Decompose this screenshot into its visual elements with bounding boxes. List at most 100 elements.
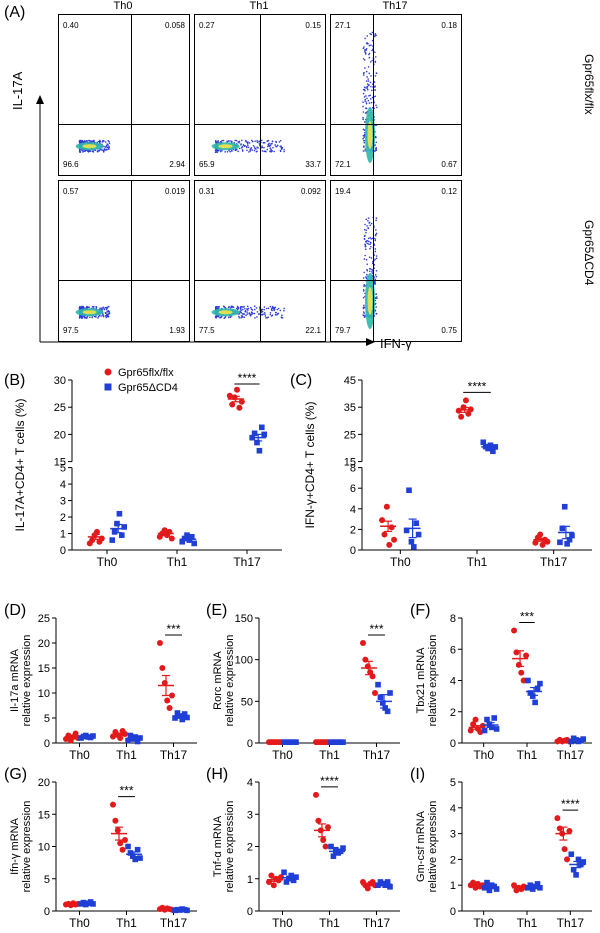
y-tick-label: 0 (450, 738, 456, 750)
y-axis-label: IFN-γ+CD4+ T cells (%) (303, 402, 317, 529)
x-tick-label: Th1 (319, 916, 340, 930)
y-tick-label: 15 (38, 663, 50, 675)
y-tick-label: 1 (247, 874, 253, 886)
significance-label: **** (238, 371, 257, 385)
data-point-wt (381, 532, 387, 538)
y-tick-label: 20 (38, 777, 50, 789)
y-tick-label: 3 (247, 809, 253, 821)
x-tick-label: Th1 (467, 555, 488, 569)
data-point-ko (411, 544, 417, 550)
data-point-ko (252, 431, 258, 437)
y-axis-label: Il-17a mRNA (9, 648, 21, 712)
data-point-ko (482, 885, 488, 891)
data-point-ko (109, 537, 115, 543)
x-tick-label: Th17 (557, 916, 585, 930)
data-point-wt (229, 401, 235, 407)
data-point-ko (409, 539, 415, 545)
y-tick-label: 4 (450, 803, 456, 815)
y-tick-label: 45 (344, 375, 356, 387)
chart-h: 01234Th0 Th1 Th17Tnf-α mRNA relative expres… (203, 764, 408, 933)
y-tick-label: 2 (450, 707, 456, 719)
data-point-wt (379, 517, 385, 523)
chart-i: 012345Th0 Th1 Th17Gm-csf mRNA relative expr… (406, 764, 600, 933)
data-point-wt (236, 405, 242, 411)
significance-label: *** (520, 610, 534, 624)
data-point-wt (115, 827, 121, 833)
legend-label-wt: Gpr65flx/flx (118, 367, 174, 379)
y-tick-label: 25 (344, 429, 356, 441)
y-tick-label: 150 (235, 613, 253, 625)
data-point-wt (557, 825, 563, 831)
x-tick-label: Th1 (167, 555, 188, 569)
y-tick-label: 4 (60, 479, 66, 491)
data-point-ko (331, 853, 337, 859)
data-point-wt (315, 818, 321, 824)
data-point-wt (167, 705, 173, 711)
y-tick-label: 35 (344, 402, 356, 414)
data-point-ko (494, 726, 500, 732)
y-axis-label: relative expression (224, 635, 236, 727)
data-point-ko (184, 532, 190, 538)
significance-label: **** (320, 774, 339, 788)
y-tick-label: 0 (44, 738, 50, 750)
data-point-ko (261, 432, 267, 438)
x-arrowhead (366, 338, 375, 346)
data-point-ko (137, 855, 143, 861)
data-point-wt (391, 537, 397, 543)
data-point-ko (525, 678, 531, 684)
significance-label: *** (369, 622, 383, 636)
data-point-ko (537, 681, 543, 687)
y-axis-label: relative expression (427, 801, 439, 893)
significance-label: *** (166, 622, 180, 636)
chart-b: 15202530012345Th0 Th1 Th17IL-17A+CD4+ T ce… (0, 362, 290, 572)
data-point-ko (191, 541, 197, 547)
data-point-ko (491, 715, 497, 721)
x-tick-label: Th17 (160, 748, 188, 762)
y-tick-label: 10 (38, 842, 50, 854)
data-point-wt (120, 847, 126, 853)
y-tick-label: 0 (60, 545, 66, 557)
y-tick-label: 10 (38, 688, 50, 700)
chart-c: 1525354502468Th0 Th1 Th17IFN-γ+CD4+ T cell… (290, 362, 600, 572)
data-point-ko (569, 533, 575, 539)
data-point-wt (159, 665, 165, 671)
y-axis-label: Tnf-α mRNA (212, 815, 224, 877)
data-point-ko (184, 715, 190, 721)
data-point-ko (125, 844, 131, 850)
data-point-wt (537, 532, 543, 538)
x-tick-label: Th17 (160, 916, 188, 930)
data-point-ko (568, 851, 574, 857)
y-tick-label: 4 (450, 676, 456, 688)
y-tick-label: 2 (60, 512, 66, 524)
data-point-wt (386, 542, 392, 548)
significance-label: **** (561, 797, 580, 811)
y-tick-label: 2 (247, 842, 253, 854)
data-point-wt (384, 504, 390, 510)
y-tick-label: 5 (44, 874, 50, 886)
y-axis-label: relative expression (427, 635, 439, 727)
data-point-wt (110, 802, 116, 808)
chart-g: 05101520Th0 Th1 Th17Ifn-γ mRNA relative exp… (0, 764, 205, 933)
data-point-wt (157, 640, 163, 646)
x-tick-label: Th1 (517, 916, 538, 930)
x-tick-label: Th1 (116, 916, 137, 930)
data-point-wt (325, 824, 331, 830)
y-tick-label: 20 (38, 638, 50, 650)
data-point-wt (458, 414, 464, 420)
data-point-wt (468, 728, 474, 734)
data-point-ko (562, 504, 568, 510)
y-axis-label: Rorc mRNA (212, 651, 224, 710)
data-point-ko (406, 487, 412, 493)
y-tick-label: 0 (450, 906, 456, 918)
x-tick-label: Th1 (517, 748, 538, 762)
data-point-ko (259, 425, 265, 431)
y-tick-label: 3 (450, 829, 456, 841)
y-tick-label: 1 (450, 880, 456, 892)
data-point-ko (281, 870, 287, 876)
data-point-ko (532, 700, 538, 706)
y-axis-label: relative expression (21, 635, 33, 727)
x-tick-label: Th0 (69, 916, 90, 930)
chart-d: 0510152025Th0 Th1 Th17Il-17a mRNA relative … (0, 600, 205, 765)
x-tick-label: Th17 (363, 748, 391, 762)
x-tick-label: Th1 (319, 748, 340, 762)
